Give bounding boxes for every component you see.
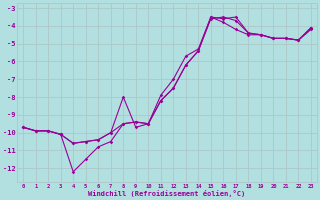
X-axis label: Windchill (Refroidissement éolien,°C): Windchill (Refroidissement éolien,°C) bbox=[88, 190, 246, 197]
